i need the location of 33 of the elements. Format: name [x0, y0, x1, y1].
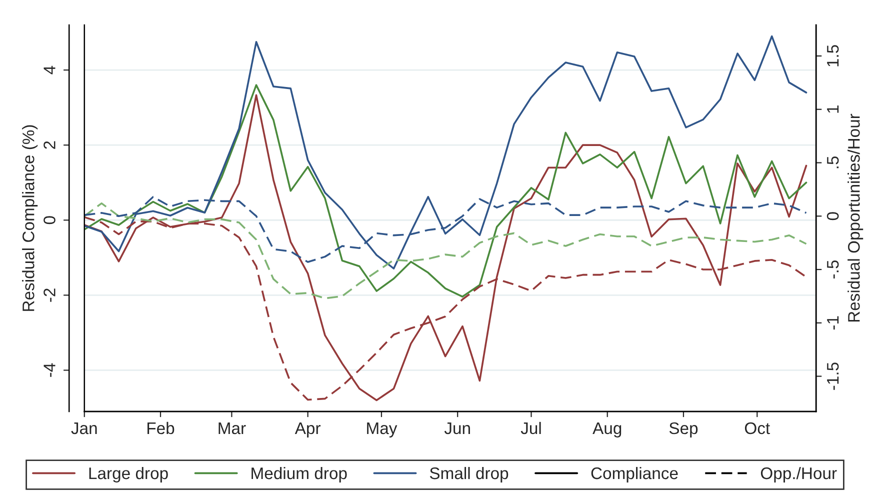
x-tick-label: Jun [444, 422, 470, 434]
x-tick-label: Sep [669, 422, 698, 438]
y-tick-label: 0 [44, 216, 56, 224]
x-tick-label: Jan [71, 422, 97, 434]
line-series [84, 202, 808, 300]
x-tick-label: Mar [218, 422, 246, 434]
line-series [84, 94, 808, 402]
y-tick-label: 4 [44, 66, 56, 74]
x-tick-label: Feb [148, 422, 174, 434]
legend-label: Medium drop [252, 466, 347, 482]
y-tick-label: -4 [44, 363, 56, 377]
y2-tick-label: .5 [827, 156, 839, 168]
legend-label: Small drop [430, 466, 508, 482]
legend-label: Opp./Hour [760, 466, 837, 482]
y-axis-title: Residual Compliance (%) [22, 125, 38, 311]
line-series [84, 35, 808, 270]
y2-tick-label: 1 [827, 106, 839, 113]
x-tick-label: Aug [592, 422, 622, 438]
x-tick-label: Oct [744, 422, 770, 434]
x-tick-label: Jul [520, 422, 541, 434]
y-tick-label: -2 [44, 288, 56, 302]
legend-label: Compliance [591, 466, 678, 482]
x-tick-label: May [367, 422, 398, 438]
legend-label: Large drop [89, 466, 168, 482]
y2-tick-label: 1.5 [827, 45, 839, 66]
line-series [84, 84, 808, 298]
y2-tick-label: -1 [827, 316, 839, 330]
x-tick-label: Apr [294, 422, 321, 438]
y2-axis-title: Residual Opportunities/Hour [848, 114, 864, 322]
y2-tick-label: -1.5 [827, 362, 839, 390]
y2-tick-label: -.5 [827, 260, 839, 278]
y-tick-label: 2 [44, 141, 56, 149]
y2-tick-label: 0 [826, 212, 839, 220]
